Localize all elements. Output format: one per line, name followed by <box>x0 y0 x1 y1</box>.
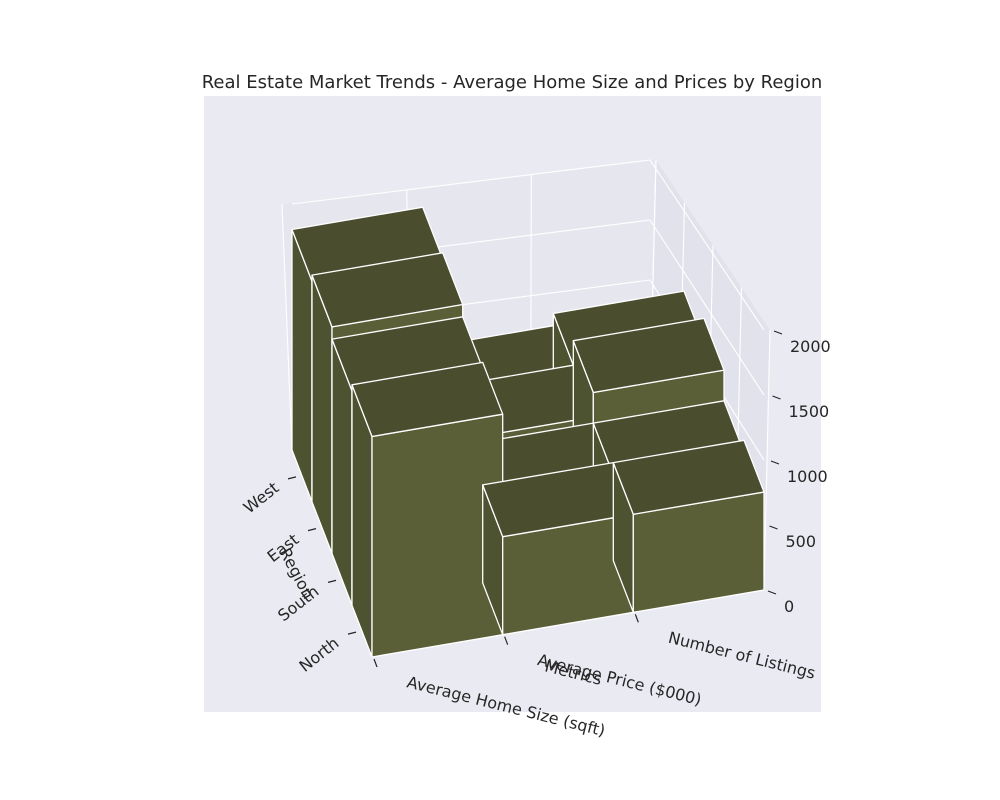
bar-top-face <box>311 252 464 328</box>
bar-north-0 <box>351 361 504 658</box>
bar-top-face <box>351 361 504 438</box>
z-tick-mark <box>773 330 783 335</box>
x-tick-mark <box>373 658 378 668</box>
z-tick-label: 0 <box>784 597 794 616</box>
grid-line-back-z <box>291 159 651 205</box>
y-tick-mark <box>307 528 317 532</box>
z-tick-mark <box>767 590 777 595</box>
y-tick-mark <box>287 476 297 480</box>
bar-top-face <box>612 439 765 515</box>
z-tick-label: 1000 <box>787 467 828 486</box>
x-tick-mark <box>634 614 639 623</box>
chart-title: Real Estate Market Trends - Average Home… <box>202 72 823 93</box>
grid-line-back-x <box>281 203 293 451</box>
x-tick-mark <box>504 636 509 645</box>
z-tick-mark <box>770 460 780 465</box>
grid-line-side-z <box>649 159 765 331</box>
bar-north-2 <box>612 439 765 613</box>
y-tick-mark <box>347 631 357 635</box>
z-tick-mark <box>772 395 781 400</box>
y-tick-mark <box>327 579 337 583</box>
bar-top-face <box>572 317 725 394</box>
bars <box>291 206 765 658</box>
z-tick-mark <box>769 525 778 530</box>
grid-line-side-z <box>649 219 765 396</box>
z-tick-label: 500 <box>786 532 817 551</box>
z-tick-label: 2000 <box>790 337 831 356</box>
bar-north-1 <box>482 461 634 636</box>
z-tick-label: 1500 <box>789 402 830 421</box>
grid-line-side-y <box>763 329 771 591</box>
